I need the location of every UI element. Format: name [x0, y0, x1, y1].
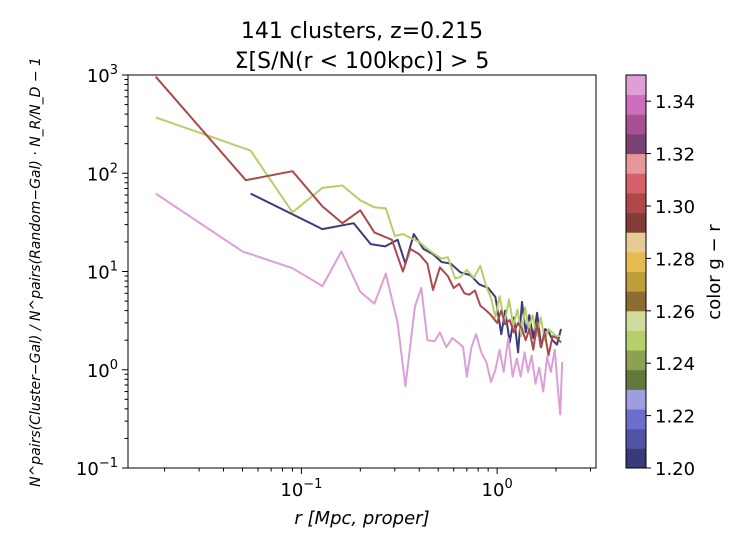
colorbar-segment — [626, 350, 646, 371]
series-line-3 — [154, 76, 562, 357]
title-line-2: Σ[S/N(r < 100kpc)] > 5 — [235, 49, 490, 74]
x-tick-label: 100 — [482, 477, 513, 501]
colorbar-segment — [626, 271, 646, 292]
colorbar-tick-label: 1.26 — [655, 302, 695, 323]
colorbar-label: color g − r — [704, 224, 725, 320]
colorbar-segment — [626, 114, 646, 135]
y-tick-label: 100 — [87, 358, 118, 382]
x-axis-label: r [Mpc, proper] — [294, 508, 429, 529]
colorbar-segment — [626, 330, 646, 351]
series-line-1 — [250, 192, 562, 354]
y-axis: 10−1 100 101 102 103 — [76, 63, 128, 480]
colorbar-segment — [626, 389, 646, 410]
y-tick-label: 10−1 — [76, 456, 118, 480]
colorbar-tick-label: 1.34 — [655, 92, 695, 113]
colorbar-segment — [626, 173, 646, 194]
y-axis-label: N^pairs(Cluster−Gal) / N^pairs(Random−Ga… — [28, 57, 44, 487]
colorbar-tick-label: 1.22 — [655, 407, 695, 428]
colorbar-segment — [626, 133, 646, 155]
colorbar-segment — [626, 409, 646, 430]
colorbar-segment — [626, 428, 646, 449]
colorbar-tick-label: 1.28 — [655, 249, 695, 270]
colorbar-tick-label: 1.24 — [655, 354, 695, 375]
colorbar-segment — [626, 212, 646, 233]
colorbar-segment — [626, 232, 646, 253]
y-axis-label-text: N^pairs(Cluster−Gal) / N^pairs(Random−Ga… — [28, 57, 44, 487]
series-line-2 — [155, 116, 561, 342]
colorbar-segment — [626, 291, 646, 312]
x-axis: 10−1 100 — [164, 468, 592, 501]
colorbar-tick-label: 1.32 — [655, 145, 695, 166]
colorbar-segment — [626, 192, 646, 214]
x-axis-label-text: r [Mpc, proper] — [294, 508, 429, 529]
colorbar-frame — [625, 74, 647, 469]
colorbar-segment — [626, 251, 646, 272]
colorbar-tick-label: 1.20 — [655, 459, 695, 480]
colorbar-segment — [626, 75, 646, 96]
colorbar-segment — [626, 310, 646, 331]
y-tick-label: 103 — [87, 63, 118, 87]
colorbar-segment — [626, 448, 646, 469]
x-tick-label: 10−1 — [280, 477, 322, 501]
title-line-1: 141 clusters, z=0.215 — [241, 19, 483, 44]
plot-frame — [127, 74, 597, 469]
colorbar-segment — [626, 94, 646, 115]
colorbar: 1.20 1.22 1.24 1.26 1.28 1.30 1.32 1.34 — [625, 74, 695, 480]
y-tick-label: 102 — [87, 161, 118, 185]
y-tick-label: 101 — [87, 260, 118, 284]
title-line-2-text: Σ[S/N(r < 100kpc)] > 5 — [235, 49, 490, 74]
colorbar-segment — [626, 153, 646, 174]
colorbar-segment — [626, 369, 646, 390]
chart-title: 141 clusters, z=0.215 Σ[S/N(r < 100kpc)]… — [235, 19, 490, 74]
series-line-4 — [155, 192, 564, 416]
series-layer — [154, 76, 564, 416]
colorbar-tick-label: 1.30 — [655, 197, 695, 218]
colorbar-label-text: color g − r — [704, 224, 725, 320]
